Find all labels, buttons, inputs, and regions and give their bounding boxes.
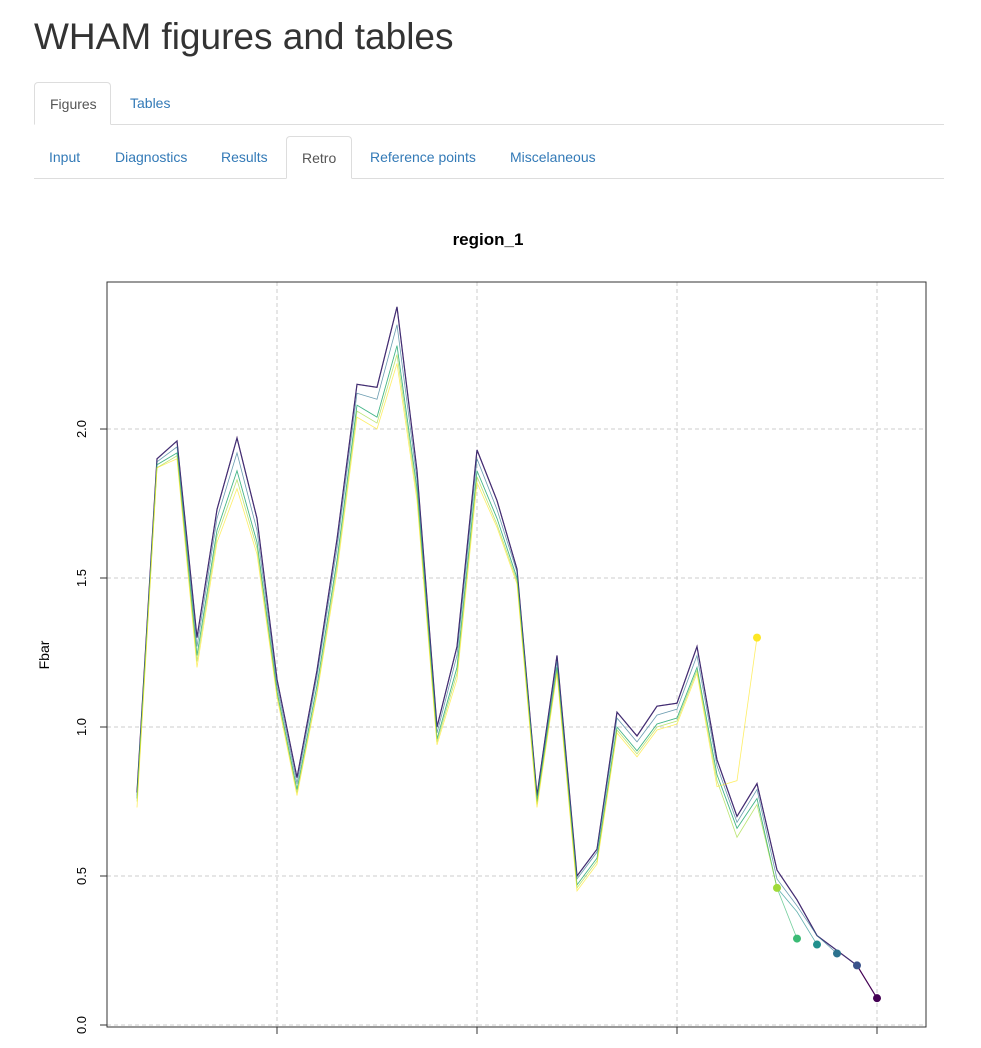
y-tick-label: 0.0 bbox=[74, 1016, 89, 1034]
y-tick-label: 2.0 bbox=[74, 420, 89, 438]
retro-line bbox=[136, 324, 838, 954]
y-tick-label: 0.5 bbox=[74, 867, 89, 885]
peel-end-point bbox=[873, 994, 881, 1003]
retro-line bbox=[136, 363, 758, 892]
retro-line bbox=[136, 345, 798, 939]
sub-tab[interactable]: Input bbox=[49, 149, 81, 165]
y-axis-label: Fbar bbox=[36, 640, 52, 669]
sub-tab[interactable]: Retro bbox=[286, 136, 352, 179]
y-tick-label: 1.0 bbox=[74, 718, 89, 736]
peel-end-point bbox=[833, 949, 841, 958]
sub-tab[interactable]: Results bbox=[221, 149, 268, 165]
y-tick-label: 1.5 bbox=[74, 569, 89, 587]
page-title: WHAM figures and tables bbox=[34, 16, 454, 57]
retro-line bbox=[136, 306, 878, 999]
tab[interactable]: Tables bbox=[130, 95, 171, 111]
peel-end-point bbox=[813, 940, 821, 949]
main-tabs: Figures Tables bbox=[34, 82, 944, 125]
sub-tab[interactable]: Diagnostics bbox=[115, 149, 188, 165]
retro-line bbox=[136, 345, 818, 945]
sub-tab[interactable]: Miscelaneous bbox=[510, 149, 596, 165]
peel-end-point bbox=[753, 633, 761, 642]
tab[interactable]: Figures bbox=[34, 82, 111, 125]
retro-line bbox=[136, 306, 858, 966]
chart-title: region_1 bbox=[453, 230, 524, 249]
plot-frame bbox=[106, 281, 927, 1028]
sub-tabs: Input Diagnostics Results Retro Referenc… bbox=[34, 136, 944, 179]
retro-line bbox=[136, 354, 778, 889]
peel-end-point bbox=[773, 883, 781, 892]
peel-end-point bbox=[793, 934, 801, 943]
peel-end-point bbox=[853, 961, 861, 970]
sub-tab[interactable]: Reference points bbox=[370, 149, 476, 165]
